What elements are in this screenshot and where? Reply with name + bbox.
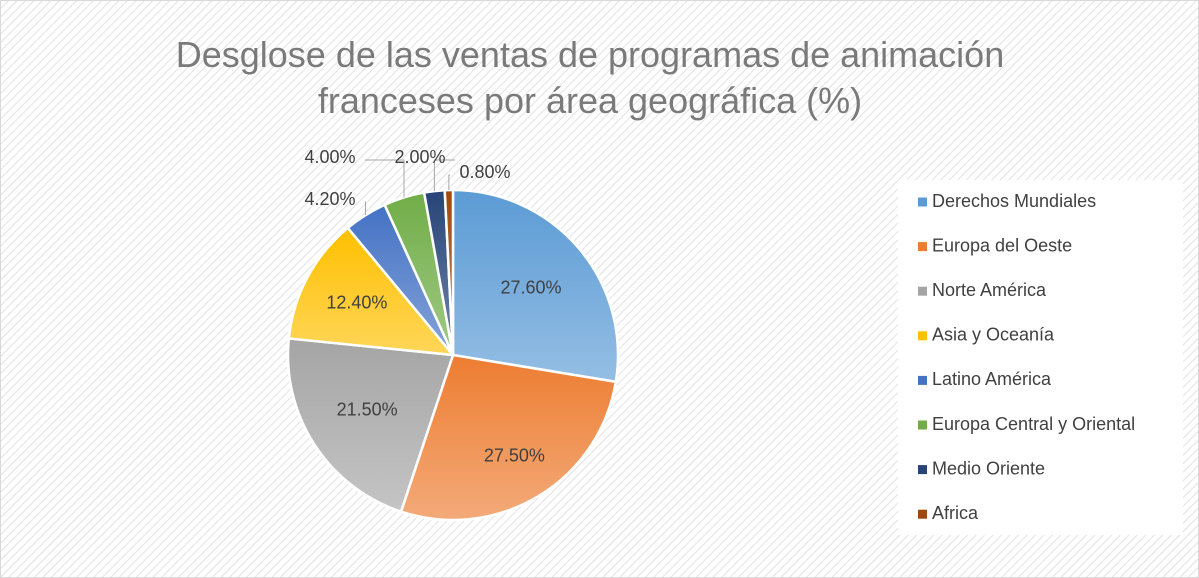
legend-label: Asia y Oceanía (932, 325, 1055, 345)
leader-line (365, 159, 405, 198)
slice-shade (288, 338, 453, 512)
legend-swatch (918, 242, 927, 252)
legend-swatch (918, 420, 927, 430)
slice-shade (444, 190, 453, 355)
chart-title: Desglose de las ventas de programas de a… (175, 34, 1005, 121)
legend-label: Latino América (932, 369, 1052, 389)
slice-shade (453, 190, 618, 382)
slice-shade (384, 192, 453, 355)
data-label: 4.20% (304, 189, 355, 209)
legend-label: Africa (932, 503, 979, 523)
slice-shade (288, 227, 453, 355)
legend-label: Derechos Mundiales (932, 191, 1096, 211)
data-label: 27.60% (500, 278, 561, 298)
legend-swatch (918, 197, 927, 207)
data-label: 4.00% (304, 147, 355, 167)
data-label: 0.80% (459, 162, 510, 182)
data-label: 27.50% (484, 445, 545, 465)
data-label: 2.00% (394, 147, 445, 167)
legend-swatch (918, 465, 927, 475)
legend-label: Medio Oriente (932, 458, 1045, 478)
legend-background (898, 180, 1183, 535)
slice-shade (401, 355, 616, 520)
legend-swatch (918, 509, 927, 519)
legend-label: Europa del Oeste (932, 235, 1072, 255)
data-label: 21.50% (337, 399, 398, 419)
leader-line (448, 174, 450, 191)
legend-swatch (918, 286, 927, 296)
legend-swatch (918, 331, 927, 341)
legend-label: Europa Central y Oriental (932, 414, 1135, 434)
legend-swatch (918, 375, 927, 385)
slice-shade (347, 204, 453, 355)
data-label: 12.40% (326, 292, 387, 312)
legend-label: Norte América (932, 280, 1047, 300)
leader-line (433, 159, 455, 192)
